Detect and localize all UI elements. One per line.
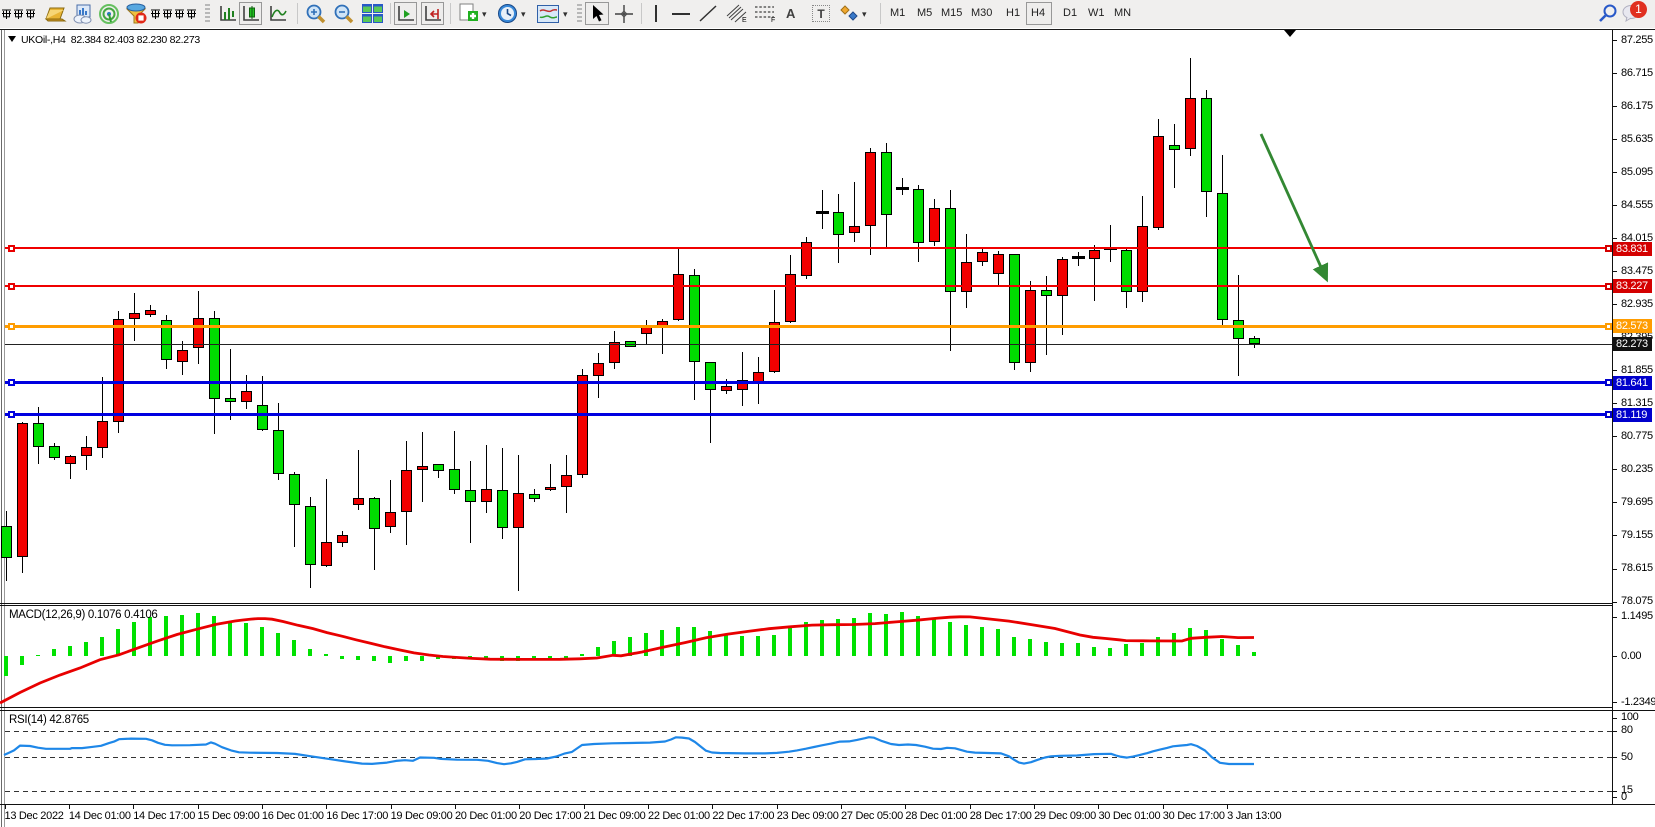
svg-text:F: F — [771, 17, 775, 23]
svg-text:E: E — [742, 17, 747, 23]
